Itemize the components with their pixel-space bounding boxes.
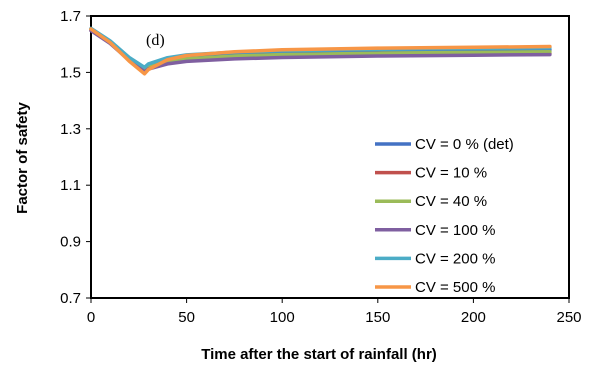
y-tick-label: 0.7 bbox=[60, 290, 81, 307]
legend-label: CV = 40 % bbox=[415, 193, 487, 210]
series-line-6 bbox=[89, 27, 552, 76]
legend-label: CV = 200 % bbox=[415, 250, 495, 267]
legend-label: CV = 10 % bbox=[415, 165, 487, 182]
x-tick-label: 0 bbox=[87, 309, 95, 326]
y-tick-label: 1.3 bbox=[60, 121, 81, 138]
y-tick-label: 1.7 bbox=[60, 8, 81, 25]
y-axis-title: Factor of safety bbox=[14, 101, 31, 213]
y-tick-label: 1.5 bbox=[60, 64, 81, 81]
tick-layer: 0 50 100 150 200 250 0.7 0.9 1.1 1.3 1.5 1.7 bbox=[60, 8, 581, 326]
x-axis-title: Time after the start of rainfall (hr) bbox=[201, 346, 437, 363]
y-tick-label: 0.9 bbox=[60, 234, 81, 251]
legend-label: CV = 0 % (det) bbox=[415, 136, 514, 153]
legend: CV = 0 % (det) CV = 10 % CV = 40 % CV = 100… bbox=[375, 136, 514, 296]
x-tick-label: 50 bbox=[178, 309, 195, 326]
legend-label: CV = 500 % bbox=[415, 279, 495, 296]
x-tick-label: 250 bbox=[556, 309, 581, 326]
chart-annotation: (d) bbox=[146, 32, 165, 49]
y-tick-label: 1.1 bbox=[60, 177, 81, 194]
legend-label: CV = 100 % bbox=[415, 222, 495, 239]
x-tick-label: 150 bbox=[365, 309, 390, 326]
series-layer bbox=[89, 26, 552, 76]
x-tick-label: 100 bbox=[270, 309, 295, 326]
x-tick-label: 200 bbox=[461, 309, 486, 326]
